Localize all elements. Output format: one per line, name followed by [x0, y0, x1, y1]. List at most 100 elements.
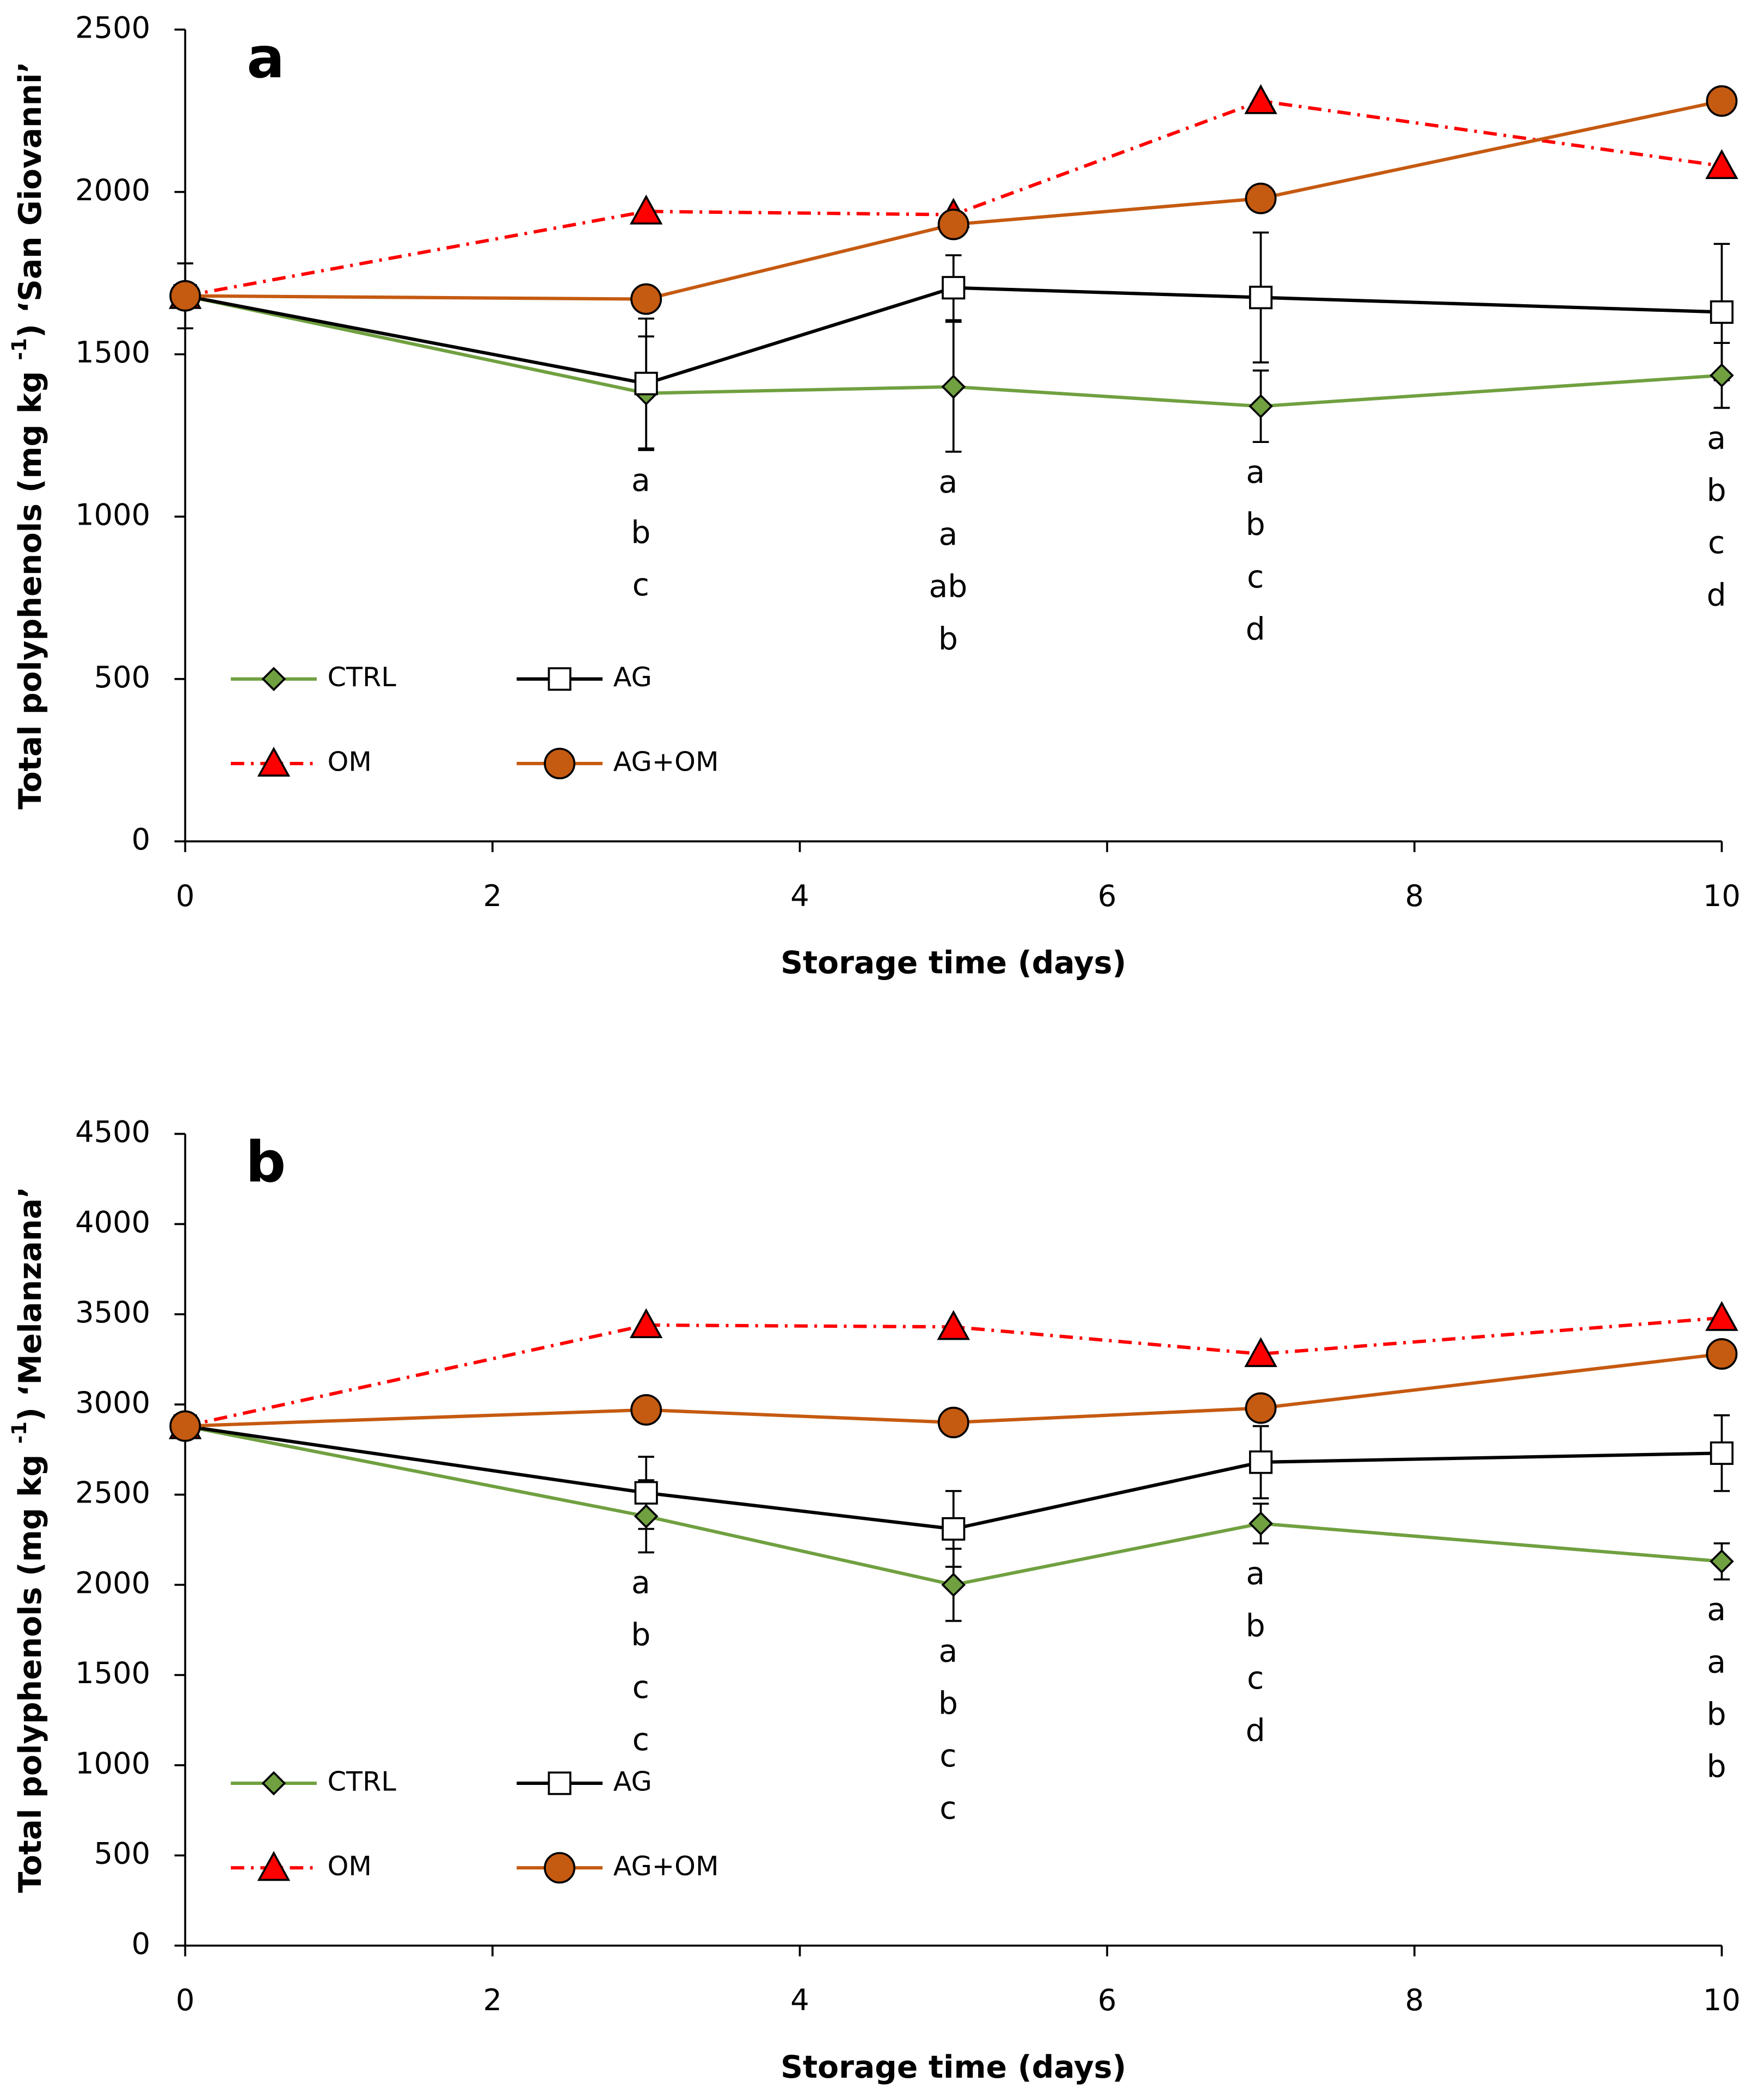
x-tick-label: 6 — [1098, 1983, 1117, 2017]
y-tick-label: 1500 — [75, 335, 150, 369]
legend-marker — [261, 667, 286, 692]
significance-letter: c — [1708, 525, 1725, 561]
x-tick-label: 2 — [483, 1983, 502, 2017]
marker — [169, 1410, 201, 1442]
significance-letter: b — [1707, 1749, 1726, 1785]
marker — [1710, 363, 1734, 388]
marker — [1706, 1338, 1738, 1370]
marker — [1705, 149, 1738, 180]
y-tick-label: 3000 — [75, 1385, 150, 1420]
significance-letter: a — [631, 463, 650, 498]
marker — [1710, 1441, 1734, 1465]
marker — [937, 1310, 970, 1340]
y-tick-label: 1000 — [75, 498, 150, 532]
marker — [1705, 1301, 1738, 1331]
y-tick-label: 2000 — [75, 1566, 150, 1600]
marker — [634, 372, 658, 396]
legend-label: CTRL — [328, 1765, 397, 1797]
y-axis-title-part: ) ‘San Giovanni’ — [13, 61, 48, 338]
y-tick-label: 4000 — [75, 1205, 150, 1239]
significance-letter: a — [939, 1633, 958, 1669]
significance-letter: a — [631, 1565, 650, 1600]
legend-marker — [548, 667, 571, 691]
legend-marker — [544, 748, 576, 780]
significance-letter: b — [631, 515, 650, 551]
significance-letter: ab — [929, 569, 968, 605]
marker — [630, 1394, 662, 1426]
significance-letter: d — [1246, 611, 1265, 647]
y-tick-label: 0 — [132, 822, 151, 857]
y-tick-label: 2500 — [75, 1476, 150, 1510]
marker — [941, 374, 966, 399]
significance-letter: a — [1246, 1556, 1265, 1592]
marker — [1245, 182, 1277, 214]
significance-letter: c — [939, 1738, 956, 1774]
y-axis-title-sup: -1 — [7, 338, 30, 360]
marker — [169, 280, 201, 312]
marker — [1249, 1450, 1273, 1474]
x-axis-title: Storage time (days) — [780, 945, 1126, 981]
y-tick-label: 2000 — [75, 173, 150, 207]
marker — [942, 276, 966, 300]
marker — [629, 1308, 663, 1339]
significance-letter: c — [939, 1790, 956, 1826]
significance-letter: c — [632, 1722, 649, 1758]
marker — [1710, 300, 1734, 324]
legend-marker — [548, 1771, 571, 1795]
significance-letter: c — [632, 1670, 649, 1705]
chart-panel: 0 500 1000 1500 2000 2500 0 2 4 6 8 10 Storage time … — [7, 10, 1740, 981]
x-tick-label: 4 — [790, 1983, 809, 2017]
x-tick-label: 8 — [1405, 879, 1424, 913]
significance-letter: a — [939, 516, 958, 552]
chart-panel: 0 500 1000 1500 2000 2500 3000 3500 4000 4500 0 2 4 6… — [7, 1115, 1740, 2085]
significance-letter: d — [1246, 1713, 1265, 1748]
y-tick-label: 1000 — [75, 1746, 150, 1781]
legend-marker — [544, 1852, 576, 1884]
significance-letter: b — [1246, 507, 1265, 543]
marker — [1249, 1511, 1273, 1536]
y-tick-label: 3500 — [75, 1295, 150, 1329]
marker — [1244, 84, 1277, 114]
marker — [634, 1504, 659, 1529]
x-tick-label: 2 — [483, 879, 502, 913]
marker — [629, 194, 663, 225]
legend-label: AG — [613, 661, 652, 693]
y-axis-title-part: Total polyphenols (mg kg — [13, 360, 48, 809]
significance-letter: c — [632, 567, 649, 603]
x-tick-label: 6 — [1098, 879, 1117, 913]
x-tick-label: 4 — [790, 879, 809, 913]
marker — [1249, 286, 1273, 310]
y-tick-label: 500 — [94, 660, 151, 694]
x-tick-label: 0 — [176, 1983, 195, 2017]
legend-label: OM — [328, 746, 372, 778]
y-axis-title: Total polyphenols (mg kg -1) ‘San Giovan… — [7, 61, 48, 810]
significance-letter: a — [1707, 1644, 1726, 1680]
y-axis-title-part: Total polyphenols (mg kg — [13, 1444, 48, 1893]
significance-letter: b — [1707, 472, 1726, 508]
marker — [937, 208, 969, 241]
legend-marker — [257, 1851, 291, 1881]
significance-letter: b — [1246, 1608, 1265, 1644]
significance-letter: a — [1246, 454, 1265, 490]
marker — [937, 1407, 969, 1438]
y-tick-label: 500 — [94, 1837, 151, 1871]
significance-letter: b — [938, 1686, 958, 1722]
legend-label: OM — [328, 1850, 372, 1882]
marker — [634, 1481, 658, 1505]
marker — [941, 1572, 966, 1597]
x-tick-label: 10 — [1703, 1983, 1741, 2017]
marker — [942, 1517, 966, 1541]
marker — [1706, 85, 1738, 117]
legend-label: AG+OM — [613, 1850, 719, 1882]
legend-marker — [257, 747, 291, 777]
y-tick-label: 4500 — [75, 1115, 150, 1149]
significance-letter: b — [1707, 1697, 1726, 1733]
x-tick-label: 0 — [176, 879, 195, 913]
significance-letter: c — [1247, 559, 1264, 595]
marker — [1249, 394, 1273, 418]
y-tick-label: 1500 — [75, 1656, 150, 1690]
legend-marker — [261, 1771, 286, 1796]
significance-letter: a — [1707, 420, 1726, 456]
y-axis-title-sup: -1 — [7, 1421, 30, 1444]
significance-letter: a — [1707, 1592, 1726, 1628]
